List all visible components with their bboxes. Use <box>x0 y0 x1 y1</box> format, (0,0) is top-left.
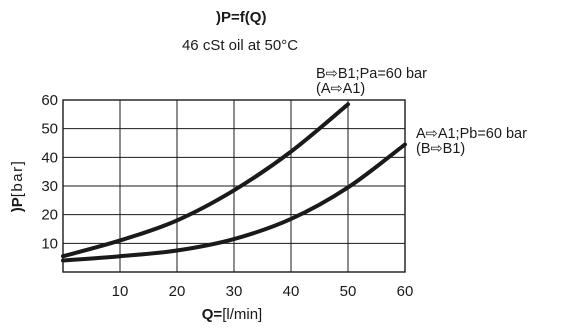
y-axis-label-unit: [bar] <box>9 160 26 198</box>
series-2-line <box>61 142 407 263</box>
grid <box>63 100 405 272</box>
plot-frame <box>62 99 406 273</box>
x-tick-label: 30 <box>226 283 243 300</box>
chart-title: )P=f(Q) <box>214 9 267 26</box>
y-tick-label: 60 <box>41 92 58 109</box>
series-1-line <box>61 102 350 259</box>
x-tick-label: 20 <box>169 283 186 300</box>
x-tick-label: 60 <box>397 283 414 300</box>
y-tick-label: 10 <box>41 235 58 252</box>
x-axis-label-unit: [l/min] <box>222 306 262 323</box>
series-lines <box>61 102 407 263</box>
x-tick-label: 40 <box>283 283 300 300</box>
y-tick-label: 20 <box>41 207 58 224</box>
x-tick-label: 10 <box>112 283 129 300</box>
x-axis-label-bold: Q= <box>202 306 223 323</box>
y-axis-label: )P[bar] <box>9 160 26 213</box>
series-1-annotation-line2: (A⇨A1) <box>316 81 365 97</box>
series-1-annotation-line1: B⇨B1;Pa=60 bar <box>316 66 427 82</box>
y-axis-label-bold: )P <box>9 197 26 212</box>
x-axis-label: Q=[l/min] <box>202 306 262 323</box>
series-2-annotation-line1: A⇨A1;Pb=60 bar <box>416 126 527 142</box>
series-2-annotation-line2: (B⇨B1) <box>416 141 465 157</box>
chart-subtitle: 46 cSt oil at 50°C <box>182 37 298 54</box>
y-tick-label: 40 <box>41 149 58 166</box>
x-tick-label: 50 <box>340 283 357 300</box>
y-tick-label: 50 <box>41 121 58 138</box>
y-tick-label: 30 <box>41 178 58 195</box>
axis-ticks: 10 20 30 40 50 60 10 20 30 40 50 60 <box>41 92 413 300</box>
